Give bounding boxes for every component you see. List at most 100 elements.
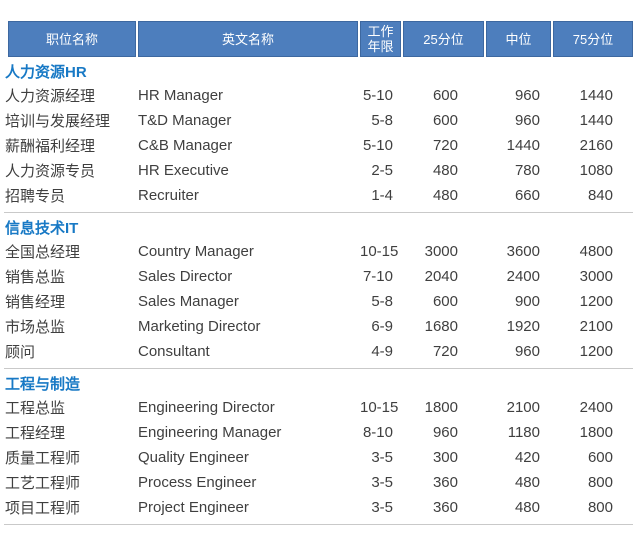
cell-position-cn: 薪酬福利经理 xyxy=(5,138,96,155)
header-cell-position-en: 英文名称 xyxy=(138,21,360,57)
cell-position-en: Engineering Manager xyxy=(138,424,282,441)
cell-p75: 1080 xyxy=(579,162,613,179)
table-row: 工程经理 Engineering Manager 8-10 960 1180 1… xyxy=(4,420,633,445)
cell-years: 3-5 xyxy=(371,499,393,516)
cell-years: 2-5 xyxy=(371,162,393,179)
cell-position-cn: 人力资源专员 xyxy=(5,163,96,180)
table-row: 顾问 Consultant 4-9 720 960 1200 xyxy=(4,339,633,364)
cell-p25: 720 xyxy=(432,137,458,154)
cell-p75: 800 xyxy=(587,474,613,491)
table-row: 销售经理 Sales Manager 5-8 600 900 1200 xyxy=(4,289,633,314)
table-row: 工程总监 Engineering Director 10-15 1800 210… xyxy=(4,395,633,420)
cell-years: 1-4 xyxy=(371,187,393,204)
table-row: 薪酬福利经理 C&B Manager 5-10 720 1440 2160 xyxy=(4,133,633,158)
cell-median: 480 xyxy=(514,474,540,491)
cell-p75: 1200 xyxy=(579,293,613,310)
cell-p25: 480 xyxy=(432,162,458,179)
cell-position-cn: 工艺工程师 xyxy=(5,475,81,492)
cell-p25: 1680 xyxy=(424,318,458,335)
cell-position-cn: 项目工程师 xyxy=(5,500,81,517)
cell-position-en: Engineering Director xyxy=(138,399,275,416)
cell-position-en: Quality Engineer xyxy=(138,449,249,466)
cell-years: 10-15 xyxy=(360,399,399,416)
cell-years: 10-15 xyxy=(360,243,399,260)
table-row: 全国总经理 Country Manager 10-15 3000 3600 48… xyxy=(4,239,633,264)
cell-p25: 480 xyxy=(432,187,458,204)
cell-p75: 840 xyxy=(587,187,613,204)
cell-p25: 720 xyxy=(432,343,458,360)
header-cell-position-cn: 职位名称 xyxy=(8,21,138,57)
table-row: 人力资源专员 HR Executive 2-5 480 780 1080 xyxy=(4,158,633,183)
cell-median: 960 xyxy=(514,343,540,360)
cell-years: 3-5 xyxy=(371,449,393,466)
cell-median: 960 xyxy=(514,87,540,104)
cell-years: 5-10 xyxy=(362,87,393,104)
cell-years: 7-10 xyxy=(362,268,393,285)
cell-p75: 1200 xyxy=(579,343,613,360)
section-title: 人力资源HR xyxy=(5,64,87,81)
section-rows: 工程总监 Engineering Director 10-15 1800 210… xyxy=(4,395,633,520)
cell-position-cn: 招聘专员 xyxy=(5,188,66,205)
cell-p75: 1440 xyxy=(579,87,613,104)
section-rows: 全国总经理 Country Manager 10-15 3000 3600 48… xyxy=(4,239,633,364)
cell-position-en: Marketing Director xyxy=(138,318,261,335)
table-row: 市场总监 Marketing Director 6-9 1680 1920 21… xyxy=(4,314,633,339)
table-header-row: 职位名称 英文名称 工作年限 25分位 中位 75分位 xyxy=(8,21,633,57)
cell-position-cn: 培训与发展经理 xyxy=(5,113,111,130)
cell-p75: 2100 xyxy=(579,318,613,335)
cell-p75: 1800 xyxy=(579,424,613,441)
cell-position-cn: 人力资源经理 xyxy=(5,88,96,105)
cell-years: 8-10 xyxy=(362,424,393,441)
cell-median: 900 xyxy=(514,293,540,310)
cell-p75: 1440 xyxy=(579,112,613,129)
cell-p25: 600 xyxy=(432,112,458,129)
cell-years: 4-9 xyxy=(371,343,393,360)
cell-position-en: Sales Manager xyxy=(138,293,239,310)
section-rows: 人力资源经理 HR Manager 5-10 600 960 1440 培训与发… xyxy=(4,83,633,208)
table-row: 人力资源经理 HR Manager 5-10 600 960 1440 xyxy=(4,83,633,108)
cell-position-en: HR Executive xyxy=(138,162,229,179)
cell-p75: 800 xyxy=(587,499,613,516)
cell-median: 660 xyxy=(514,187,540,204)
cell-position-cn: 销售总监 xyxy=(5,269,66,286)
table-section: 人力资源HR 人力资源经理 HR Manager 5-10 600 960 14… xyxy=(4,57,633,213)
cell-p25: 360 xyxy=(432,474,458,491)
table-row: 培训与发展经理 T&D Manager 5-8 600 960 1440 xyxy=(4,108,633,133)
cell-median: 2100 xyxy=(506,399,540,416)
cell-p25: 600 xyxy=(432,87,458,104)
header-cell-p25: 25分位 xyxy=(403,21,486,57)
cell-position-cn: 顾问 xyxy=(5,344,36,361)
table-row: 项目工程师 Project Engineer 3-5 360 480 800 xyxy=(4,495,633,520)
cell-position-cn: 销售经理 xyxy=(5,294,66,311)
cell-p25: 360 xyxy=(432,499,458,516)
cell-median: 1920 xyxy=(506,318,540,335)
cell-p25: 2040 xyxy=(424,268,458,285)
cell-median: 480 xyxy=(514,499,540,516)
table-row: 招聘专员 Recruiter 1-4 480 660 840 xyxy=(4,183,633,208)
header-cell-years: 工作年限 xyxy=(360,21,403,57)
cell-p75: 2160 xyxy=(579,137,613,154)
cell-years: 3-5 xyxy=(371,474,393,491)
cell-p75: 2400 xyxy=(579,399,613,416)
header-cell-p75: 75分位 xyxy=(553,21,633,57)
cell-median: 780 xyxy=(514,162,540,179)
cell-median: 1180 xyxy=(507,424,540,441)
cell-position-cn: 全国总经理 xyxy=(5,244,81,261)
cell-median: 1440 xyxy=(506,137,540,154)
section-title: 信息技术IT xyxy=(5,220,79,237)
cell-years: 5-10 xyxy=(362,137,393,154)
cell-p75: 4800 xyxy=(579,243,613,260)
cell-p25: 1800 xyxy=(424,399,458,416)
table-section: 信息技术IT 全国总经理 Country Manager 10-15 3000 … xyxy=(4,213,633,369)
cell-position-en: HR Manager xyxy=(138,87,224,104)
cell-p25: 300 xyxy=(432,449,458,466)
sections: 人力资源HR 人力资源经理 HR Manager 5-10 600 960 14… xyxy=(4,57,633,525)
table-row: 销售总监 Sales Director 7-10 2040 2400 3000 xyxy=(4,264,633,289)
cell-position-cn: 工程总监 xyxy=(5,400,66,417)
cell-p75: 3000 xyxy=(579,268,613,285)
cell-years: 5-8 xyxy=(371,112,393,129)
table-section: 工程与制造 工程总监 Engineering Director 10-15 18… xyxy=(4,369,633,525)
cell-position-en: Process Engineer xyxy=(138,474,257,491)
cell-median: 2400 xyxy=(506,268,540,285)
